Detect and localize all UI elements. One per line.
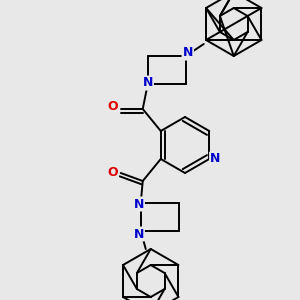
Text: O: O (107, 167, 118, 179)
Text: N: N (183, 46, 193, 59)
Text: N: N (142, 76, 153, 89)
Text: N: N (134, 197, 144, 211)
Text: O: O (107, 100, 118, 113)
Text: N: N (134, 227, 144, 241)
Text: N: N (210, 152, 220, 166)
